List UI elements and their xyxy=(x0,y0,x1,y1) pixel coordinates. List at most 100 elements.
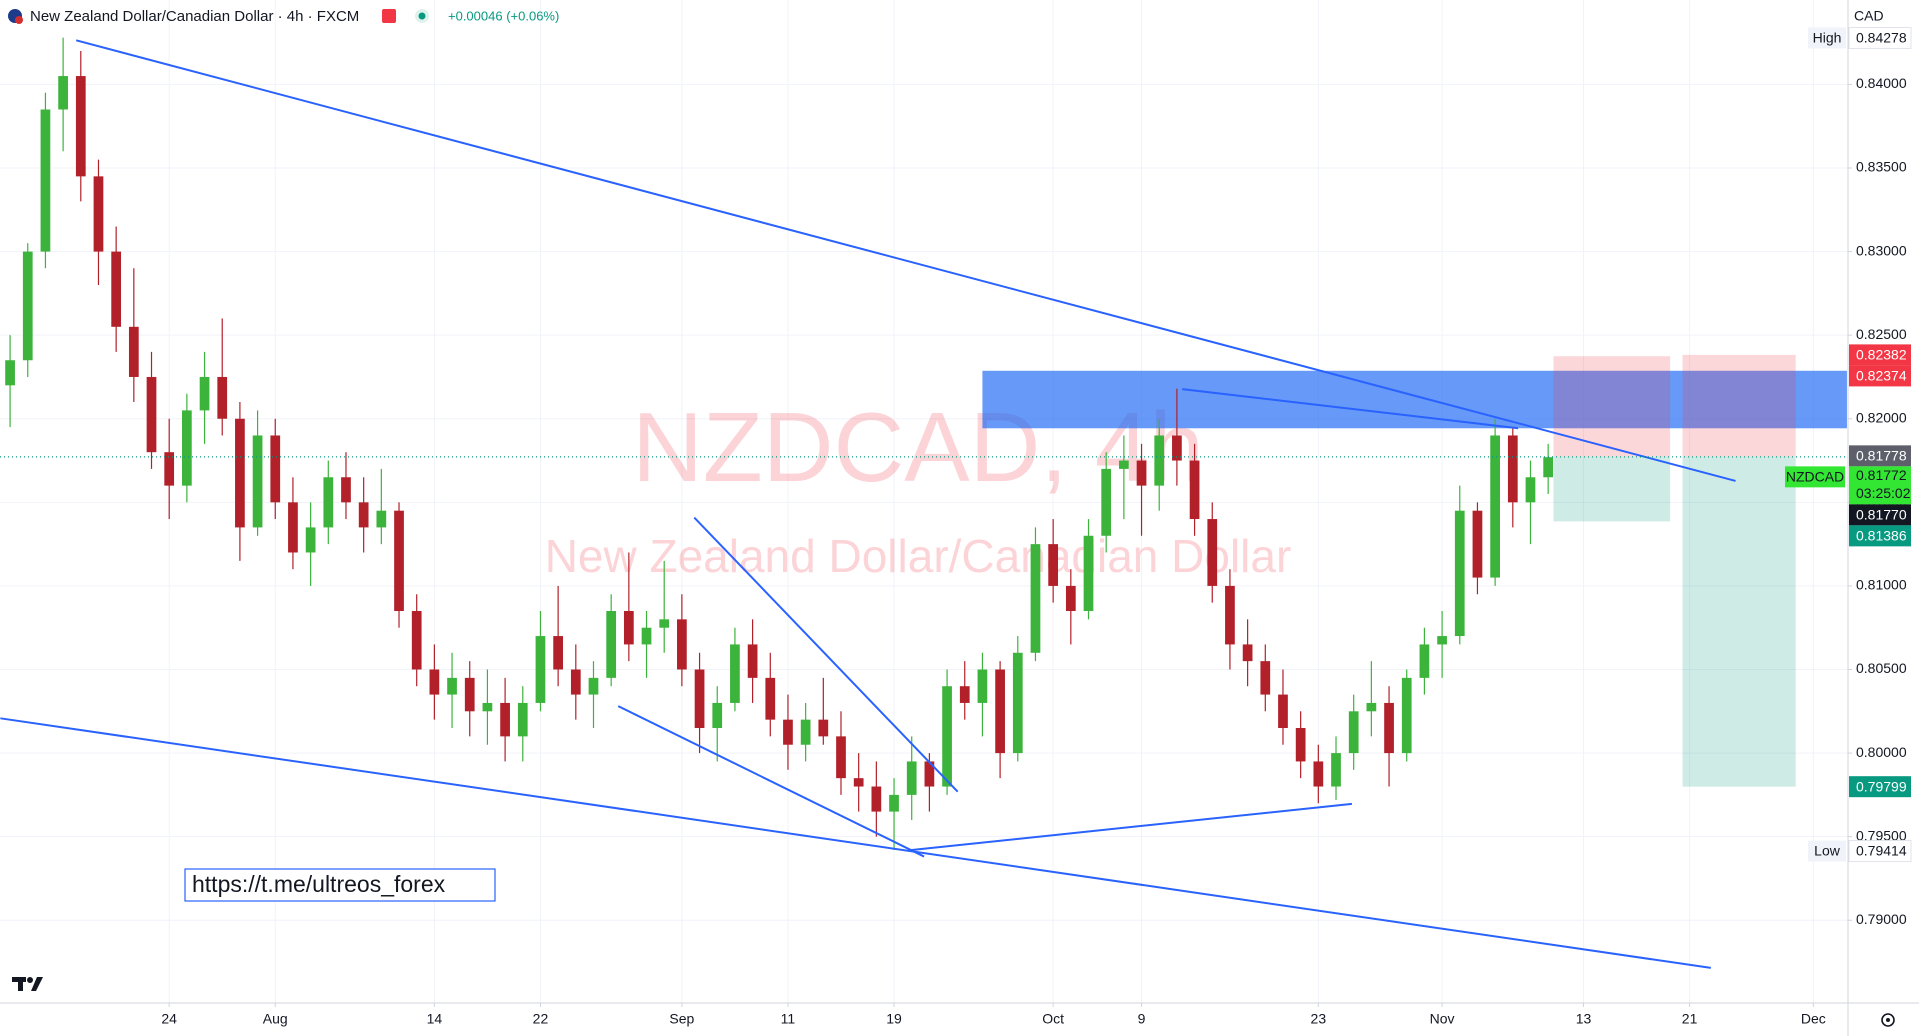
candle-body xyxy=(40,109,51,252)
candle-body xyxy=(464,677,475,712)
flag-icon xyxy=(15,16,23,24)
candle-body xyxy=(1101,468,1112,536)
trendline xyxy=(0,717,1711,969)
y-tick-label: 0.79000 xyxy=(1856,911,1907,927)
candle-body xyxy=(889,794,899,812)
price-tag-label: 0.81386 xyxy=(1856,528,1907,544)
candle-body xyxy=(623,610,634,645)
x-tick-label: 21 xyxy=(1682,1011,1698,1027)
candle-body xyxy=(1313,761,1324,787)
settings-icon[interactable] xyxy=(1881,1013,1895,1027)
candle-body xyxy=(818,719,829,737)
x-tick-label: Dec xyxy=(1801,1011,1826,1027)
link-box xyxy=(184,868,496,902)
candle-body xyxy=(411,610,422,670)
candle-body xyxy=(1490,435,1500,578)
trendline xyxy=(75,39,1736,482)
x-tick-label: 22 xyxy=(533,1011,549,1027)
x-tick-label: Nov xyxy=(1430,1011,1455,1027)
x-tick-label: 24 xyxy=(161,1011,177,1027)
y-tick-label: 0.83000 xyxy=(1856,242,1907,258)
symbol-name-box xyxy=(1785,466,1845,488)
candle-body xyxy=(641,627,652,645)
price-tag xyxy=(1849,525,1911,547)
price-tag-label: 0.82374 xyxy=(1856,368,1907,384)
plot-area xyxy=(0,37,1848,969)
watermark-name: New Zealand Dollar/Canadian Dollar xyxy=(545,530,1292,582)
x-tick-label: 14 xyxy=(427,1011,443,1027)
extreme-label: Low xyxy=(1814,843,1841,859)
symbol-title: New Zealand Dollar/Canadian Dollar · 4h … xyxy=(30,8,359,25)
candle-body xyxy=(1384,702,1394,754)
y-tick-label: 0.83500 xyxy=(1856,159,1907,175)
candle-body xyxy=(783,719,793,745)
flag-button[interactable] xyxy=(382,9,396,23)
price-tag xyxy=(1849,445,1911,467)
candle-body xyxy=(1136,460,1147,486)
x-tick-label: 23 xyxy=(1311,1011,1327,1027)
candle-body xyxy=(1278,694,1288,729)
y-tick-label: 0.82500 xyxy=(1856,326,1907,342)
candle-body xyxy=(1366,702,1377,712)
candle-body xyxy=(93,176,104,252)
y-tick-label: 0.80000 xyxy=(1856,744,1907,760)
candle-body xyxy=(1083,535,1094,611)
price-tag xyxy=(1849,776,1911,798)
candle-body xyxy=(1525,477,1536,503)
header: New Zealand Dollar/Canadian Dollar · 4h … xyxy=(8,8,1884,25)
price-tag-label: 0.81778 xyxy=(1856,448,1907,464)
supply-zone xyxy=(982,370,1847,429)
y-tick-label: 0.80500 xyxy=(1856,660,1907,676)
candle-body xyxy=(535,636,546,703)
candle-body xyxy=(871,786,882,812)
candle-body xyxy=(906,761,917,795)
extreme-box xyxy=(1848,26,1912,49)
currency[interactable]: CAD xyxy=(1854,8,1884,24)
candle-body xyxy=(1454,510,1465,637)
price-tag xyxy=(1849,504,1911,526)
y-tick-label: 0.82000 xyxy=(1856,409,1907,425)
symbol-price: 0.81772 xyxy=(1856,467,1907,483)
candle-body xyxy=(500,702,510,737)
candle-body xyxy=(5,360,15,386)
candle-body xyxy=(358,502,369,528)
candle-body xyxy=(164,452,175,486)
price-tag xyxy=(1849,365,1911,387)
candle-body xyxy=(447,677,457,695)
candle-body xyxy=(712,702,723,729)
logo-part xyxy=(27,977,33,983)
candle-body xyxy=(677,619,687,670)
x-tick-label: 19 xyxy=(886,1011,902,1027)
link-text[interactable]: https://t.me/ultreos_forex xyxy=(192,871,446,897)
candle-body xyxy=(128,326,139,377)
trendline xyxy=(908,802,1353,852)
extreme-label: High xyxy=(1813,30,1842,46)
candle-body xyxy=(942,686,952,787)
candle-body xyxy=(482,702,493,712)
candle-body xyxy=(659,619,670,628)
candle-body xyxy=(747,644,758,678)
candle-body xyxy=(1543,457,1554,478)
candle-body xyxy=(1242,644,1253,662)
candle-body xyxy=(1401,677,1412,754)
candle-body xyxy=(146,376,157,453)
symbol-tag xyxy=(1849,466,1911,505)
candle-body xyxy=(1419,644,1430,678)
candle-body xyxy=(111,251,122,327)
price-change: +0.00046 (+0.06%) xyxy=(448,8,559,23)
trendline xyxy=(693,516,959,793)
candle-body xyxy=(694,669,705,729)
candle-body xyxy=(429,669,440,695)
status-dot xyxy=(418,12,426,20)
x-tick-label: Sep xyxy=(669,1011,694,1027)
candle-body xyxy=(22,251,33,361)
stop-zone xyxy=(1682,354,1796,457)
candle-body xyxy=(517,702,528,737)
candle-body xyxy=(836,736,846,779)
candle-body xyxy=(553,636,563,670)
candle-body xyxy=(1348,711,1359,754)
candle-body xyxy=(800,719,811,745)
logo-part xyxy=(18,977,23,991)
